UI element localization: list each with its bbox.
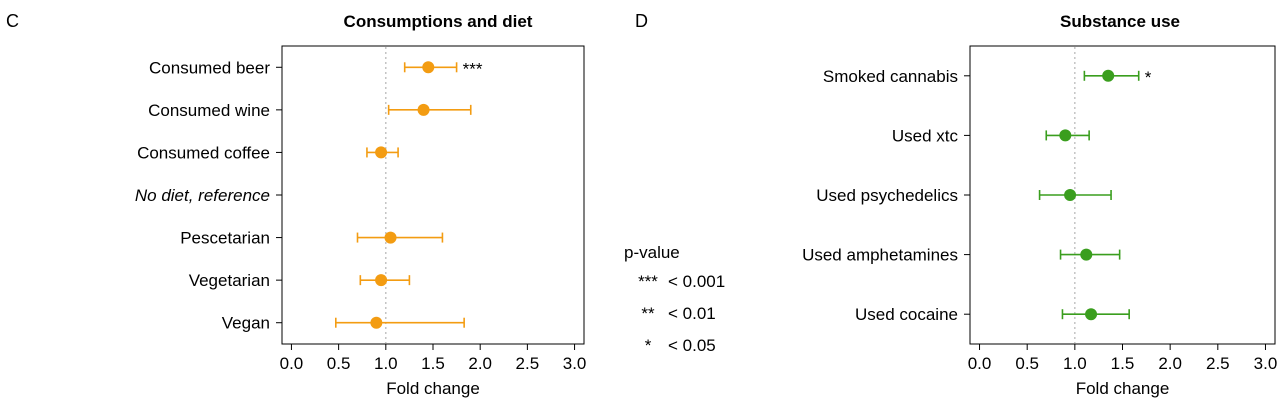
category-label: Pescetarian [180, 229, 270, 248]
estimate-point [1064, 189, 1077, 201]
estimate-point [422, 61, 435, 74]
panel-c-chart: Consumptions and diet 0.0 0.5 1.0 1.5 2.0 2.5 3… [135, 12, 587, 398]
estimate-point [375, 146, 388, 159]
x-tick-label: 2.5 [516, 354, 540, 373]
category-label: Used xtc [892, 126, 959, 145]
x-axis-label: Fold change [1076, 379, 1170, 398]
estimate-point [1080, 248, 1093, 261]
x-tick-label: 1.0 [1063, 354, 1087, 373]
legend-title: p-value [624, 243, 680, 262]
x-tick-label: 0.5 [327, 354, 351, 373]
data-point-group [1059, 248, 1121, 261]
plot-frame [281, 45, 585, 345]
data-point-group [1038, 189, 1112, 201]
data-point-group: *** [403, 59, 483, 78]
legend-stars-3: * [645, 336, 652, 355]
estimate-point [1085, 308, 1098, 321]
x-tick-label: 2.0 [1158, 354, 1182, 373]
category-label: Consumed wine [148, 101, 270, 120]
x-tick-label: 3.0 [1254, 354, 1278, 373]
data-point-group [356, 231, 444, 244]
category-label: Used amphetamines [802, 246, 958, 265]
panel-d-chart: Substance use 0.0 0.5 1.0 1.5 2.0 2.5 3.0 Fold c… [802, 12, 1277, 398]
data-point-group [1045, 129, 1090, 142]
p-value-legend: p-value *** < 0.001 ** < 0.01 * < 0.05 [624, 243, 725, 355]
x-tick-label: 0.5 [1015, 354, 1039, 373]
chart-title: Consumptions and diet [344, 12, 533, 31]
estimate-point [1102, 69, 1115, 82]
x-tick-label: 0.0 [968, 354, 992, 373]
estimate-point [384, 231, 397, 244]
x-tick-label: 0.0 [280, 354, 304, 373]
category-label: Smoked cannabis [823, 67, 958, 86]
significance-stars: * [1145, 68, 1152, 87]
x-tick-label: 2.0 [468, 354, 492, 373]
significance-stars: *** [463, 59, 483, 78]
estimate-point [370, 316, 383, 329]
category-label: Consumed coffee [137, 143, 270, 162]
panel-d-letter: D [635, 11, 648, 31]
category-label: Vegan [222, 314, 270, 333]
category-label: No diet, reference [135, 186, 270, 205]
chart-title: Substance use [1060, 12, 1180, 31]
legend-label-1: < 0.001 [668, 272, 725, 291]
x-tick-label: 1.0 [374, 354, 398, 373]
data-point-group [334, 316, 465, 329]
legend-stars-2: ** [641, 304, 655, 323]
legend-label-3: < 0.05 [668, 336, 716, 355]
x-tick-label: 1.5 [1111, 354, 1135, 373]
panel-c-letter: C [6, 11, 19, 31]
x-tick-label: 1.5 [421, 354, 445, 373]
category-label: Used cocaine [855, 305, 958, 324]
data-point-group [366, 146, 399, 159]
estimate-point [1059, 129, 1072, 142]
estimate-point [417, 103, 430, 116]
plot-frame [969, 45, 1276, 345]
category-label: Used psychedelics [816, 186, 958, 205]
legend-stars-1: *** [638, 272, 658, 291]
x-tick-label: 3.0 [563, 354, 587, 373]
data-point-group [387, 103, 472, 116]
data-point-group [359, 274, 411, 287]
category-label: Vegetarian [189, 271, 270, 290]
x-axis-label: Fold change [386, 379, 480, 398]
x-tick-label: 2.5 [1206, 354, 1230, 373]
legend-label-2: < 0.01 [668, 304, 716, 323]
category-label: Consumed beer [149, 58, 270, 77]
data-point-group [1061, 308, 1130, 321]
data-point-group: * [1083, 68, 1152, 87]
estimate-point [375, 274, 388, 287]
